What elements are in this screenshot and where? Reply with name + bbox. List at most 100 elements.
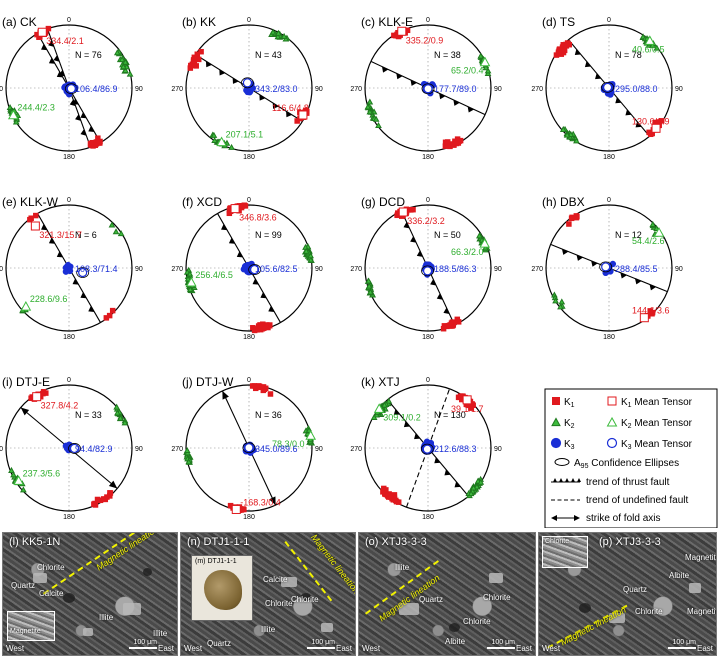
k1-mean-label: 130.6/1.9: [632, 116, 670, 126]
thrust-tooth: [259, 94, 266, 101]
tick-label-north: 0: [426, 17, 430, 24]
legend-thrust-tooth: [553, 478, 557, 482]
a95-ellipse: [64, 83, 78, 95]
thrust-tooth: [576, 254, 584, 261]
magnetic-lineation-label: Magnetic lineation: [558, 604, 628, 648]
k2-mean-tensor: [185, 276, 197, 287]
k1-point: [95, 139, 102, 146]
k1-mean-label: 116.6/4.8: [272, 103, 309, 113]
tick-label-west: 270: [171, 266, 183, 273]
k2-point: [372, 115, 380, 122]
west-label: West: [542, 644, 561, 653]
k2-point: [467, 490, 475, 497]
k1-point: [563, 43, 570, 49]
thrust-tooth: [625, 109, 632, 116]
k2-point: [184, 275, 192, 282]
k2-point: [8, 466, 15, 473]
mineral-label: Albite: [445, 637, 466, 646]
k1-point: [454, 316, 461, 323]
micrograph-n: (n) DTJ1-1-1 (m) DTJ1-1-1 Magnetic linea…: [180, 532, 356, 656]
thrust-tooth: [88, 125, 95, 132]
scale-label: 100 μm: [311, 639, 336, 646]
legend-k3-symbol: [550, 437, 562, 449]
stereonet-g: 0 180 270 90 (g) DCD N = 50 336.2/3.2 66.3/2.0 1…: [350, 195, 502, 341]
thrust-tooth: [403, 421, 411, 428]
k1-mean-label: 144.6/3.6: [632, 306, 670, 316]
legend-fold-label: strike of fold axis: [586, 513, 660, 524]
k1-mean-tensor: [37, 27, 47, 37]
tick-label-west: 270: [171, 446, 183, 453]
k3-mean-label: 94.4/82.9: [75, 444, 113, 454]
east-label: East: [335, 644, 352, 653]
stereonet-j: 0 180 270 90 (j) DTJ-W N = 36 -168.3/0.4 78.3/0…: [171, 375, 323, 521]
primitive-circle: [185, 204, 313, 332]
tick-label-west: 270: [350, 266, 362, 273]
k2-mean-tensor: [216, 136, 227, 147]
k2-point: [186, 285, 194, 292]
k3-mean-tensor: [422, 266, 433, 276]
tick-label-east: 90: [315, 446, 323, 453]
k3-mean-tensor: [250, 264, 260, 275]
k2-point: [558, 298, 566, 305]
scale-bar: [668, 647, 696, 649]
tick-label-north: 0: [247, 377, 251, 384]
micrograph-p: Chlorite (p) XTJ3-3-3 Magnetic lineation…: [538, 532, 717, 656]
k2-point: [211, 136, 218, 144]
mineral-label: Chlorite: [635, 607, 663, 616]
thrust-tooth: [48, 237, 55, 244]
legend-k2-label: K2: [564, 418, 575, 430]
k1-mean-label: 346.8/3.6: [239, 213, 277, 223]
micrograph-inset: Magnetite: [7, 611, 55, 641]
k3-mean-label: 106.4/86.9: [75, 84, 118, 94]
primitive-circle: [364, 384, 492, 512]
panel-title: (b) KK: [182, 15, 216, 29]
west-label: West: [184, 644, 203, 653]
mineral-label: Magnetite: [685, 553, 717, 562]
k2-point: [477, 52, 485, 59]
k3-mean-tensor: [602, 82, 613, 92]
k2-point: [122, 66, 129, 73]
k1-mean-tensor: [298, 110, 308, 120]
legend-thrust-label: trend of thrust fault: [586, 477, 670, 488]
panel-title: (j) DTJ-W: [182, 375, 234, 389]
tick-label-north: 0: [607, 197, 611, 204]
k2-point: [557, 303, 564, 310]
k1-mean-tensor: [230, 204, 240, 214]
primitive-circle: [364, 204, 492, 332]
thrust-tooth: [439, 93, 446, 100]
primitive-circle: [5, 204, 133, 332]
legend-fold-arrowhead: [574, 515, 580, 521]
tick-label-east: 90: [315, 86, 323, 93]
k2-mean-tensor: [479, 56, 491, 67]
mineral-label: Chlorite: [265, 599, 293, 608]
k2-mean-tensor: [305, 430, 317, 440]
k2-point: [649, 41, 656, 48]
k2-point: [186, 270, 194, 277]
thrust-tooth: [48, 40, 55, 47]
k1-point: [254, 327, 260, 333]
k1-point: [91, 501, 97, 507]
k1-point: [191, 54, 198, 61]
tick-label-north: 0: [607, 17, 611, 24]
n-count-label: N = 130: [434, 410, 466, 420]
n-count-label: N = 43: [255, 50, 282, 60]
a95-ellipse: [601, 81, 614, 93]
tick-label-north: 0: [67, 377, 71, 384]
tick-label-north: 0: [67, 197, 71, 204]
tick-label-east: 90: [494, 446, 502, 453]
k1-mean-label: 327.8/4.2: [41, 401, 79, 411]
scale-bar: [307, 647, 335, 649]
k2-point: [20, 486, 27, 493]
primitive-circle: [5, 384, 133, 512]
tick-label-south: 180: [243, 334, 255, 341]
stereonet-d: 0 180 270 90 (d) TS N = 78 130.6/1.9 40.6/0.5 29…: [531, 15, 683, 161]
k1-mean-tensor: [32, 392, 42, 402]
k2-point: [114, 409, 121, 416]
k2-point: [366, 108, 374, 115]
thrust-tooth: [268, 305, 275, 312]
thrust-tooth: [53, 55, 60, 62]
k1-mean-label: -168.3/0.4: [240, 497, 281, 507]
thrust-tooth: [467, 106, 474, 113]
k2-mean-label: 237.3/5.6: [23, 468, 61, 478]
